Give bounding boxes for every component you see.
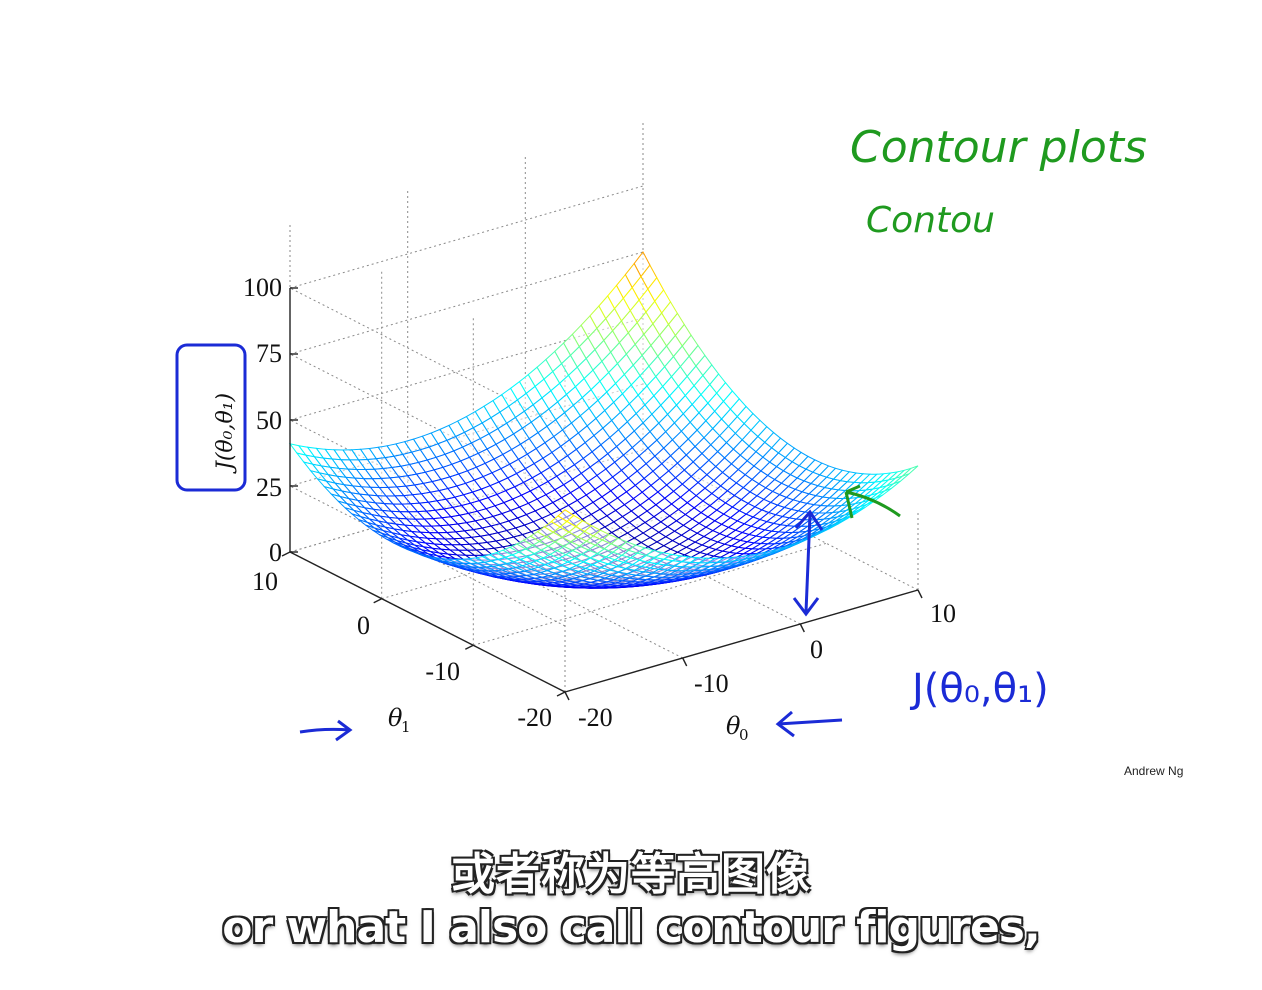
z-axis-label: J(θ₀,θ₁) <box>213 393 238 474</box>
arrow-left-icon <box>778 712 842 736</box>
subtitle-chinese: 或者称为等高图像 <box>0 838 1262 902</box>
theta1-tick-label: 10 <box>252 567 278 596</box>
arrow-right-icon <box>300 721 350 740</box>
gridline <box>290 186 643 288</box>
cost-surface <box>290 252 918 588</box>
handwritten-subtitle: Contou <box>866 200 995 241</box>
theta1-axis-label: θ 1 <box>388 704 411 736</box>
z-tick-label: 50 <box>256 406 282 435</box>
theta0-tick-label: -10 <box>694 669 729 698</box>
z-tick-label: 75 <box>256 339 282 368</box>
theta1-tick-label: 0 <box>357 611 370 640</box>
theta0-tick-label: -20 <box>578 703 613 732</box>
handwritten-formula: J(θ₀,θ₁) <box>909 666 1049 712</box>
theta0-tick-label: 10 <box>930 599 956 628</box>
handwritten-title: Contour plots <box>850 122 1147 173</box>
svg-text:1: 1 <box>401 718 411 736</box>
tick-mark <box>800 624 804 632</box>
tick-mark <box>918 590 922 598</box>
subtitle-english: or what I also call contour figures, <box>0 902 1262 953</box>
z-tick-label: 25 <box>256 473 282 502</box>
tick-mark <box>557 692 565 696</box>
theta0-axis-line <box>565 590 918 692</box>
credit-label: Andrew Ng <box>1124 764 1183 778</box>
theta0-tick-label: 0 <box>810 635 823 664</box>
theta1-tick-label: -10 <box>425 657 460 686</box>
svg-text:0: 0 <box>739 726 749 744</box>
tick-mark <box>683 658 687 666</box>
theta0-axis-label: θ 0 <box>726 712 749 744</box>
tick-mark <box>282 552 290 556</box>
tick-mark <box>374 599 382 603</box>
tick-mark <box>465 645 473 649</box>
z-tick-label: 100 <box>243 273 282 302</box>
z-tick-label: 0 <box>269 538 282 567</box>
tick-mark <box>565 692 569 700</box>
theta1-tick-label: -20 <box>517 703 552 732</box>
